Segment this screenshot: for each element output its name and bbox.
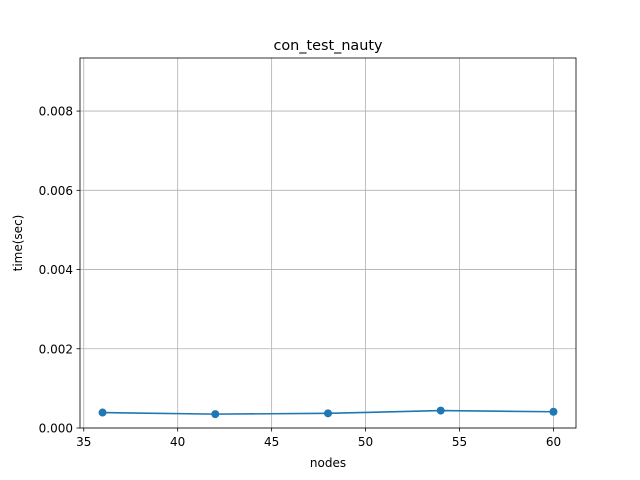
y-tick-label: 0.004 [39,263,73,277]
y-tick-label: 0.000 [39,422,73,436]
data-point [436,406,445,415]
x-tick-label: 55 [452,435,467,449]
plot-frame [79,57,577,429]
chart-title: con_test_nauty [273,38,383,54]
x-tick-label: 40 [170,435,185,449]
data-point [549,407,558,416]
y-tick-label: 0.002 [39,342,73,356]
data-point [324,409,332,418]
y-axis-label: time(sec) [11,215,25,272]
y-tick-label: 0.008 [39,105,73,119]
axis-ticks: 35 40 45 50 55 60 0.000 0.002 0.004 0.006 0.008 [39,105,561,449]
series-group [98,406,558,419]
x-tick-label: 60 [546,435,561,449]
x-tick-label: 50 [358,435,373,449]
x-tick-label: 35 [76,435,91,449]
x-axis-label: nodes [310,456,346,470]
x-tick-label: 45 [264,435,279,449]
y-tick-label: 0.006 [39,184,73,198]
data-point [98,408,107,417]
data-point [211,410,220,419]
